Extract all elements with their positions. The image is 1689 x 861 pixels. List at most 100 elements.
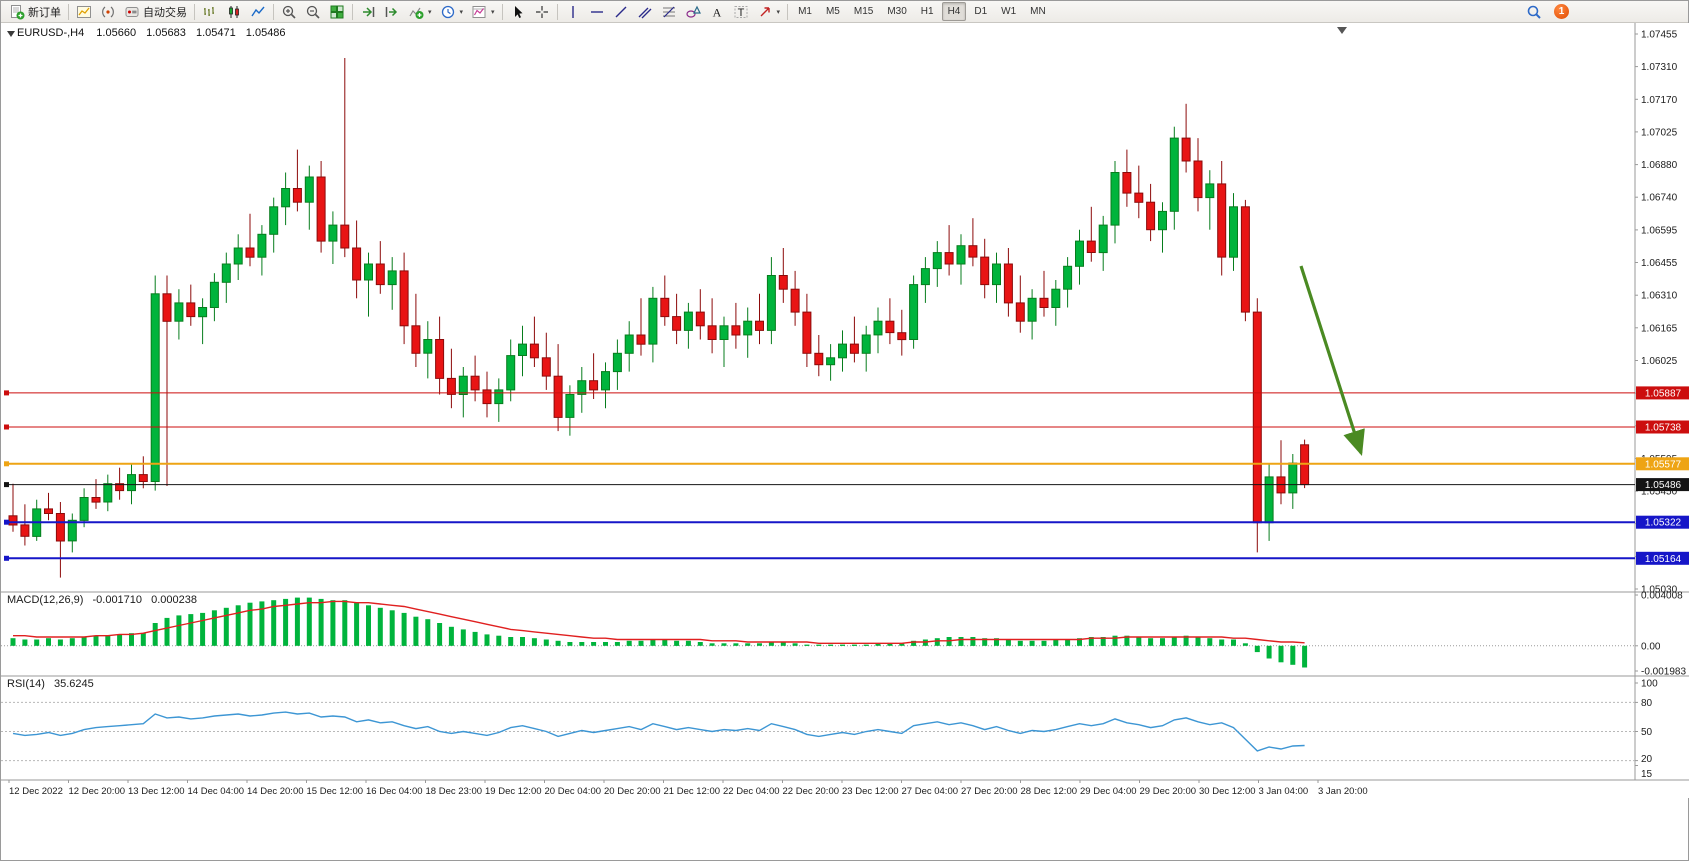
chart-shift-button[interactable] [380,2,404,22]
time-axis-label: 20 Dec 20:00 [604,786,661,797]
macd-histogram-bar [662,639,668,646]
time-axis-label: 14 Dec 20:00 [247,786,304,797]
price-axis[interactable]: 1.07455 1.07310 1.07170 1.07025 1.06880 1.067… [1635,30,1686,781]
trend-arrow-object[interactable] [1299,265,1365,457]
rsi-line [12,711,1305,752]
new-order-button-label: 新订单 [28,6,61,19]
time-axis-label: 13 Dec 12:00 [128,786,185,797]
macd-axis-label: -0.001983 [1641,667,1686,678]
toolbar-right-group: 1 [1522,2,1684,22]
horizontal-line-button[interactable] [585,2,609,22]
time-axis[interactable]: 12 Dec 2022 12 Dec 20:00 13 Dec 12:00 14 De… [8,780,1368,797]
trendline-button[interactable] [609,2,633,22]
macd-histogram-bar [626,640,632,646]
line-anchor-handle[interactable] [4,390,9,396]
macd-histogram-bar [1242,643,1248,646]
macd-histogram-bar [448,626,454,646]
timeframe-toolbar: M1 M5 M15 M30 H1 H4 D1 W1 MN [791,2,1053,21]
vertical-line-button[interactable] [561,2,585,22]
cursor-button[interactable] [506,2,530,22]
auto-scroll-button[interactable] [356,2,380,22]
macd-histogram-bar [994,638,999,646]
macd-histogram-bar [733,643,739,646]
timeframe-m1-button[interactable]: M1 [798,6,812,17]
dropdown-arrow-icon: ▾ [428,8,432,16]
candles-layer [8,58,1310,578]
indicators-button[interactable]: ▾ [404,2,436,22]
timeframe-m15-button[interactable]: M15 [853,6,874,17]
timeframe-h1-button[interactable]: H1 [920,6,934,17]
bar-chart-button[interactable] [198,2,222,22]
new-order-button[interactable]: 新订单 [5,2,65,22]
timeframe-m5-button[interactable]: M5 [825,6,840,17]
search-button[interactable] [1522,2,1546,22]
macd-signal-value: 0.000238 [151,594,197,606]
macd-histogram-bar [1100,637,1106,646]
notification-badge[interactable]: 1 [1554,4,1569,19]
toolbar-separator [273,3,274,20]
time-axis-label: 29 Dec 20:00 [1140,786,1197,797]
svg-text:T: T [737,7,744,19]
chart-ohlc-header: EURUSD-,H4 1.05660 1.05683 1.05471 1.054… [17,27,286,39]
price-axis-label: 1.06310 [1641,291,1678,302]
line-anchor-handle[interactable] [4,424,9,430]
line-anchor-handle[interactable] [4,555,9,561]
market-depth-button[interactable] [96,2,120,22]
line-anchor-handle[interactable] [4,519,9,525]
text-icon: A [709,4,725,20]
fibonacci-button[interactable] [657,2,681,22]
zoom-out-button[interactable] [301,2,325,22]
macd-histogram-bar [1017,640,1023,646]
new-chart-button[interactable] [72,2,96,22]
level-price-tag [1636,420,1689,434]
periods-button[interactable]: ▾ [436,2,468,22]
macd-histogram-bar [425,619,431,646]
macd-histogram-bar [460,629,466,646]
equidistant-channel-button[interactable] [633,2,657,22]
candlestick-chart-button[interactable] [222,2,246,22]
time-axis-label: 3 Jan 20:00 [1318,786,1368,797]
text-button[interactable]: A [705,2,729,22]
price-axis-label: 1.07310 [1641,62,1678,73]
line-chart-button[interactable] [246,2,270,22]
line-anchor-handle[interactable] [4,461,9,467]
zoom-in-button[interactable] [277,2,301,22]
macd-histogram-bar [650,639,656,646]
macd-histogram-bar [306,597,312,646]
shapes-button[interactable] [681,2,705,22]
time-axis-label: 12 Dec 2022 [9,786,63,797]
auto-scroll-icon [360,4,376,20]
timeframe-m30-button[interactable]: M30 [887,6,907,17]
macd-histogram-bar [1005,639,1011,646]
macd-axis-label: 0.00 [1641,641,1661,652]
macd-histogram-bar [211,610,217,646]
bar-chart-icon [202,4,218,20]
macd-histogram-bar [508,637,514,646]
timeframe-d1-button[interactable]: D1 [974,6,988,17]
templates-button[interactable]: ▾ [467,2,499,22]
macd-histogram-bar [223,607,229,646]
main-chart-area[interactable]: 1.07455 1.07310 1.07170 1.07025 1.06880 1.067… [1,23,1689,798]
dropdown-arrow-icon: ▾ [459,8,464,16]
chart-shift-marker[interactable] [1337,27,1347,34]
timeframe-h4-button[interactable]: H4 [941,2,967,21]
time-axis-label: 28 Dec 12:00 [1021,786,1078,797]
macd-histogram-bar [176,615,182,646]
time-axis-label: 15 Dec 12:00 [307,786,364,797]
label-icon: T [733,4,749,20]
line-anchor-handle[interactable] [4,482,9,488]
crosshair-icon [534,4,550,20]
price-chart-canvas[interactable]: 1.07455 1.07310 1.07170 1.07025 1.06880 1.067… [1,23,1689,798]
timeframe-mn-button[interactable]: MN [1030,6,1046,17]
text-label-button[interactable]: T [729,2,753,22]
search-icon [1526,4,1542,20]
arrows-button[interactable]: ▾ [753,2,785,22]
macd-histogram-bar [828,644,834,646]
tile-windows-button[interactable] [325,2,349,22]
panel-separator[interactable] [1,23,1689,781]
one-click-trading-toggle[interactable] [7,31,15,37]
crosshair-button[interactable] [530,2,554,22]
timeframe-w1-button[interactable]: W1 [1001,6,1017,17]
autotrading-button[interactable]: 自动交易 [120,2,191,22]
macd-histogram-bar [105,635,111,646]
